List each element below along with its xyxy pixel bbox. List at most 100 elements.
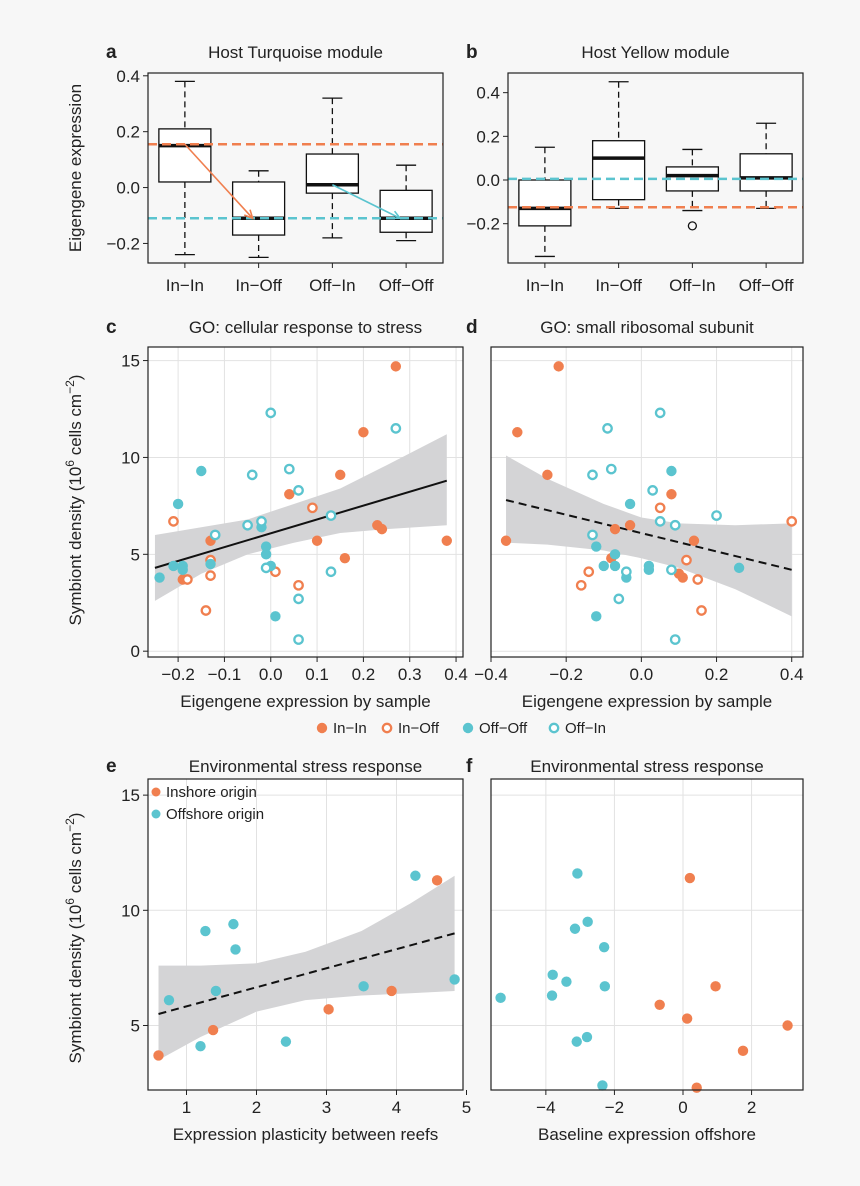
confidence-band	[158, 875, 455, 1061]
legend-cd: In−In In−Off Off−Off Off−In	[316, 720, 606, 737]
ytick-label: 0.0	[476, 171, 500, 190]
data-point-In-Off	[692, 574, 704, 585]
data-point-Off-In	[293, 485, 304, 496]
box-body	[305, 153, 360, 194]
box-Off-Off	[379, 164, 433, 242]
panel-title-b: Host Yellow module	[581, 43, 729, 62]
data-point-inshore	[691, 1082, 702, 1093]
data-point-In-In	[441, 535, 452, 546]
data-point-In-In	[311, 535, 323, 546]
panel-label-e: e	[106, 756, 117, 777]
data-point-inshore	[681, 1013, 693, 1024]
plot-frame-a	[147, 72, 444, 264]
xtick-label: 0	[678, 1098, 687, 1117]
panel-title-f: Environmental stress response	[530, 757, 763, 776]
data-point-In-In	[390, 361, 402, 372]
plot-frame-e	[147, 778, 464, 1091]
data-point-Off-Off	[609, 549, 621, 560]
data-point-In-In	[666, 489, 677, 500]
data-point-Off-Off	[270, 611, 281, 622]
category-label: Off−Off	[379, 276, 434, 295]
data-point-Off-Off	[643, 564, 655, 576]
shift-arrow-offshore	[332, 184, 401, 220]
data-point-offshore	[495, 992, 506, 1004]
data-point-Off-In	[647, 485, 658, 496]
category-label: Off−In	[309, 276, 355, 295]
data-point-In-Off	[200, 605, 212, 616]
data-point-inshore	[207, 1024, 219, 1036]
confidence-band	[154, 434, 447, 601]
data-point-offshore	[410, 870, 421, 881]
data-point-In-Off	[654, 502, 666, 514]
data-point-offshore	[597, 1080, 608, 1091]
plot-frame-b	[507, 72, 804, 264]
legend-cd-label-In-Off: In−Off	[398, 720, 440, 737]
ytick-label: 10	[121, 901, 140, 920]
panel-title-c: GO: cellular response to stress	[189, 318, 422, 337]
data-point-Off-In	[325, 566, 337, 578]
ytick-label: 0.4	[476, 84, 500, 103]
legend-cd-marker-In-In	[316, 722, 328, 734]
plot-frame-f	[490, 778, 804, 1091]
ytick-label: 0.2	[476, 127, 500, 146]
xlabel-d: Eigengene expression by sample	[522, 692, 772, 711]
data-point-Off-In	[669, 634, 681, 645]
xtick-label: 1	[182, 1098, 191, 1117]
data-point-Off-In	[654, 407, 666, 419]
data-point-Off-Off	[598, 560, 609, 572]
box-In-Off	[591, 81, 646, 210]
panel-label-f: f	[466, 756, 473, 777]
xtick-label: 2	[252, 1098, 261, 1117]
data-point-Off-In	[711, 510, 722, 521]
ytick-label: 15	[121, 786, 140, 805]
data-point-offshore	[598, 941, 610, 953]
ytick-label: 15	[121, 352, 140, 371]
data-point-In-In	[609, 523, 621, 535]
data-point-Off-Off	[154, 572, 165, 583]
category-label: In−In	[166, 276, 204, 295]
data-point-Off-In	[587, 469, 598, 481]
data-point-Off-Off	[177, 564, 188, 576]
data-point-Off-Off	[666, 465, 677, 477]
data-point-Off-Off	[624, 498, 636, 510]
data-point-In-Off	[696, 605, 707, 616]
data-point-Off-Off	[205, 558, 216, 570]
data-point-Off-In	[669, 519, 681, 531]
legend-cd-marker-In-Off	[381, 722, 393, 734]
xtick-label: −0.2	[161, 665, 195, 684]
data-point-In-Off	[681, 554, 692, 566]
xlabel-e: Expression plasticity between reefs	[173, 1125, 439, 1144]
xtick-label: 0.4	[444, 665, 468, 684]
xtick-label: 5	[462, 1098, 471, 1117]
panel-a: a Host Turquoise module 0.4 0.2 0.0 −0.2 In−In…	[106, 42, 444, 295]
panel-f: f Environmental stress response −4 −2 0 2 Base…	[466, 756, 804, 1144]
xlabel-c: Eigengene expression by sample	[180, 692, 430, 711]
data-point-In-In	[335, 469, 346, 481]
xtick-label: −0.4	[474, 665, 508, 684]
legend-marker-offshore	[151, 809, 161, 819]
data-point-Off-In	[256, 516, 267, 527]
data-point-Off-In	[325, 510, 337, 521]
xtick-label: −4	[536, 1098, 555, 1117]
data-point-Off-In	[602, 423, 613, 434]
ylabel-cd-main: Symbiont density	[66, 496, 85, 626]
data-point-In-Off	[205, 570, 216, 581]
ylabel-a: Eigengene expression	[66, 84, 85, 252]
box-body	[158, 128, 212, 183]
data-point-offshore	[547, 969, 558, 981]
data-point-offshore	[569, 923, 581, 934]
data-point-offshore	[228, 918, 239, 930]
data-point-Off-Off	[260, 549, 272, 560]
data-point-Off-In	[613, 593, 625, 605]
legend-cd-label-Off-Off: Off−Off	[479, 720, 528, 737]
data-point-Off-In	[283, 463, 295, 475]
plot-background-f	[491, 779, 803, 1090]
data-point-Off-In	[654, 516, 666, 527]
panel-e: e Environmental stress response 5 10 15 1 2 3 4 5…	[106, 756, 471, 1144]
plot-frame-d	[490, 346, 804, 658]
box-body	[739, 153, 793, 192]
shift-arrowhead-inshore	[243, 209, 254, 220]
box-body	[518, 179, 572, 227]
data-point-Off-In	[265, 407, 277, 419]
